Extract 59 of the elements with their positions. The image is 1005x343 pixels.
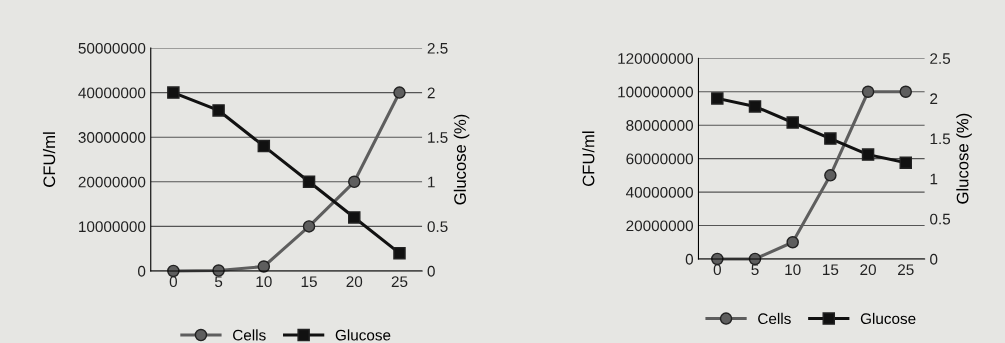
x-tick-label: 20 [346,276,363,288]
y-tick-label: 40000000 [626,186,694,198]
point [861,148,875,161]
y-tick-label: 10000000 [79,221,146,233]
legend-label: Glucose [335,329,391,341]
point [899,156,913,169]
x-tick-label: 25 [898,264,914,276]
point [748,100,762,113]
legend-label: Cells [233,329,266,341]
point [711,92,724,105]
y-tick-label: 0 [685,253,694,265]
x-tick-label: 25 [391,276,408,288]
point [393,86,406,99]
y2-tick-label: 2 [427,87,435,99]
y2-tick-label: 1 [930,173,938,185]
y-tick-label: 120000000 [618,53,694,64]
y-axis-title: CFU/ml [42,132,56,187]
y-tick-label: 40000000 [78,87,146,99]
point [348,211,361,224]
y2-axis-title: Glucose (%) [956,113,972,204]
y-tick-label: 60000000 [626,153,694,165]
y2-tick-label: 0.5 [930,213,951,225]
y2-tick-label: 2.5 [427,42,448,54]
point [348,175,361,189]
point [786,116,799,129]
y2-tick-label: 0.5 [427,221,448,233]
y2-tick-label: 2 [930,93,938,104]
y2-tick-label: 1.5 [930,133,951,145]
point [302,175,316,189]
x-tick-label: 10 [256,276,272,288]
y-tick-label: 20000000 [78,176,146,188]
legend-label: Glucose [860,312,916,325]
y2-axis-title: Glucose (%) [453,114,470,205]
y-tick-label: 80000000 [626,120,694,131]
y-axis-title: CFU/ml [582,131,595,187]
point [861,85,875,99]
x-tick-label: 10 [785,264,801,276]
y-tick-label: 100000000 [618,86,694,98]
legend-label: Cells [758,312,791,325]
point [167,86,180,99]
y2-tick-label: 2.5 [930,53,951,64]
x-tick-label: 20 [860,264,876,276]
x-tick-label: 5 [214,276,223,288]
y2-tick-label: 1.5 [428,132,448,143]
point [257,139,271,153]
point [302,220,316,233]
y-tick-label: 20000000 [626,220,694,232]
point [899,85,913,99]
point [824,169,837,182]
point [393,246,406,260]
y2-tick-label: 1 [428,176,435,188]
y-tick-label: 30000000 [78,132,146,143]
x-tick-label: 15 [301,276,317,288]
point [212,104,225,117]
x-tick-label: 15 [823,264,839,276]
point [786,235,799,249]
y-tick-label: 50000000 [78,42,146,54]
point [824,132,837,145]
y2-tick-label: 0 [930,253,938,265]
